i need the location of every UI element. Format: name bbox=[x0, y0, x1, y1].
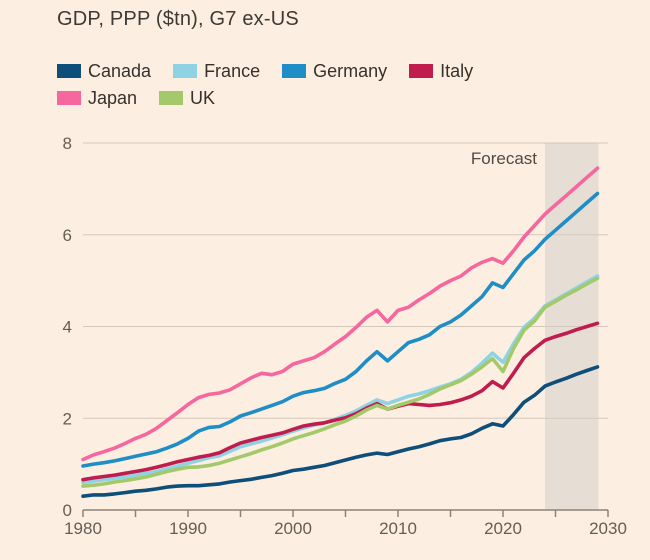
legend-label-japan: Japan bbox=[88, 88, 138, 108]
y-axis-label-8: 8 bbox=[63, 134, 72, 153]
y-axis-label-2: 2 bbox=[63, 409, 72, 428]
series-line-japan bbox=[81, 166, 600, 462]
legend-swatch-germany-icon bbox=[282, 64, 307, 78]
chart-title: GDP, PPP ($tn), G7 ex-US bbox=[57, 8, 299, 30]
legend-label-france: France bbox=[204, 61, 261, 81]
y-axis-label-4: 4 bbox=[63, 318, 72, 337]
x-axis-label-1990: 1990 bbox=[169, 519, 207, 538]
forecast-label: Forecast bbox=[471, 149, 537, 168]
series-line-canada bbox=[81, 365, 600, 499]
x-axis-label-1980: 1980 bbox=[64, 519, 102, 538]
legend-item-italy: Italy bbox=[409, 60, 473, 82]
legend-label-italy: Italy bbox=[440, 61, 474, 81]
legend: Canada France Germany Italy Japan UK bbox=[57, 60, 557, 109]
legend-label-germany: Germany bbox=[313, 61, 388, 81]
x-axis-label-2030: 2030 bbox=[589, 519, 627, 538]
legend-swatch-canada-icon bbox=[57, 64, 81, 78]
legend-label-uk: UK bbox=[190, 88, 216, 108]
legend-swatch-italy-icon bbox=[409, 64, 434, 78]
legend-item-germany: Germany bbox=[282, 60, 387, 82]
y-axis-label-6: 6 bbox=[63, 226, 72, 245]
legend-swatch-france-icon bbox=[173, 64, 198, 78]
legend-item-japan: Japan bbox=[57, 87, 137, 109]
series-line-italy bbox=[81, 321, 600, 482]
y-axis-label-0: 0 bbox=[63, 501, 72, 520]
x-axis-label-2010: 2010 bbox=[379, 519, 417, 538]
legend-item-france: France bbox=[173, 60, 260, 82]
x-axis-label-2000: 2000 bbox=[274, 519, 312, 538]
legend-item-uk: UK bbox=[159, 87, 215, 109]
legend-swatch-uk-icon bbox=[159, 91, 184, 105]
x-axis-label-2020: 2020 bbox=[484, 519, 522, 538]
series-line-germany bbox=[81, 191, 600, 468]
legend-label-canada: Canada bbox=[88, 61, 152, 81]
legend-item-canada: Canada bbox=[57, 60, 151, 82]
series-line-uk bbox=[81, 276, 600, 488]
legend-swatch-japan-icon bbox=[57, 91, 81, 105]
